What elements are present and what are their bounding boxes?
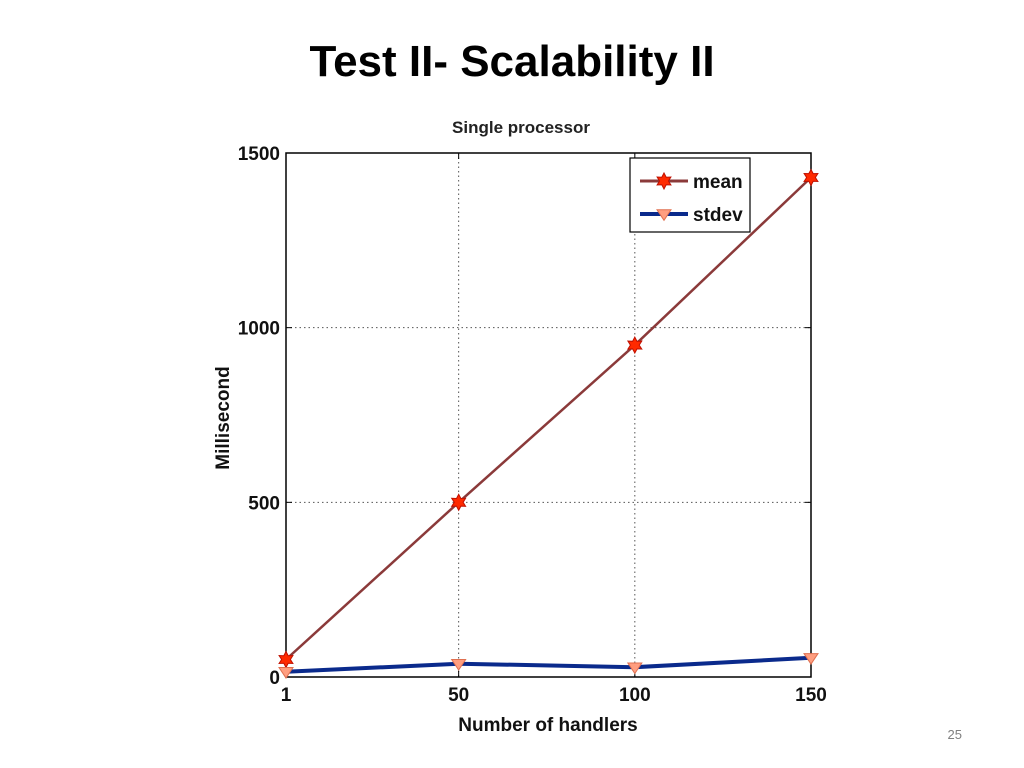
series-line-stdev: [285, 655, 812, 674]
y-axis-label: Millisecond: [213, 366, 234, 469]
series-layer: [278, 168, 819, 679]
series-line-mean: [285, 176, 812, 661]
data-point-mean: [626, 336, 643, 355]
data-point-mean: [450, 493, 467, 512]
legend-item-stdev: stdev: [640, 205, 743, 226]
plot-area: [285, 152, 812, 678]
x-axis-ticks: 1 50 100 150: [281, 153, 827, 706]
x-axis-label: Number of handlers: [458, 715, 637, 736]
legend: mean stdev: [629, 157, 751, 233]
x-tick-label: 50: [448, 685, 469, 706]
grid-lines: [286, 153, 811, 677]
y-tick-label: 0: [269, 668, 280, 689]
y-tick-label: 1000: [238, 319, 280, 340]
data-point-stdev: [626, 662, 643, 675]
x-tick-label: 150: [795, 685, 827, 706]
y-tick-label: 1500: [238, 144, 280, 165]
data-point-stdev: [803, 653, 819, 665]
legend-marker-mean: [656, 171, 672, 191]
data-point-stdev: [278, 667, 294, 679]
x-tick-label: 100: [619, 685, 651, 706]
data-point-mean: [803, 168, 819, 187]
legend-item-mean: mean: [640, 171, 743, 193]
slide-number: 25: [947, 727, 962, 742]
series-mean: [278, 168, 819, 669]
legend-marker-stdev: [656, 209, 672, 222]
data-point-stdev: [450, 659, 467, 671]
legend-box: [629, 157, 751, 233]
y-axis-ticks: 0 500 1000 1500: [238, 144, 811, 689]
series-stdev: [278, 653, 819, 679]
legend-label-mean: mean: [693, 172, 743, 193]
chart-title: Single processor: [452, 118, 590, 137]
legend-label-stdev: stdev: [693, 205, 743, 226]
y-tick-label: 500: [248, 493, 280, 514]
slide-title: Test II- Scalability II: [309, 37, 715, 86]
x-tick-label: 1: [281, 685, 292, 706]
